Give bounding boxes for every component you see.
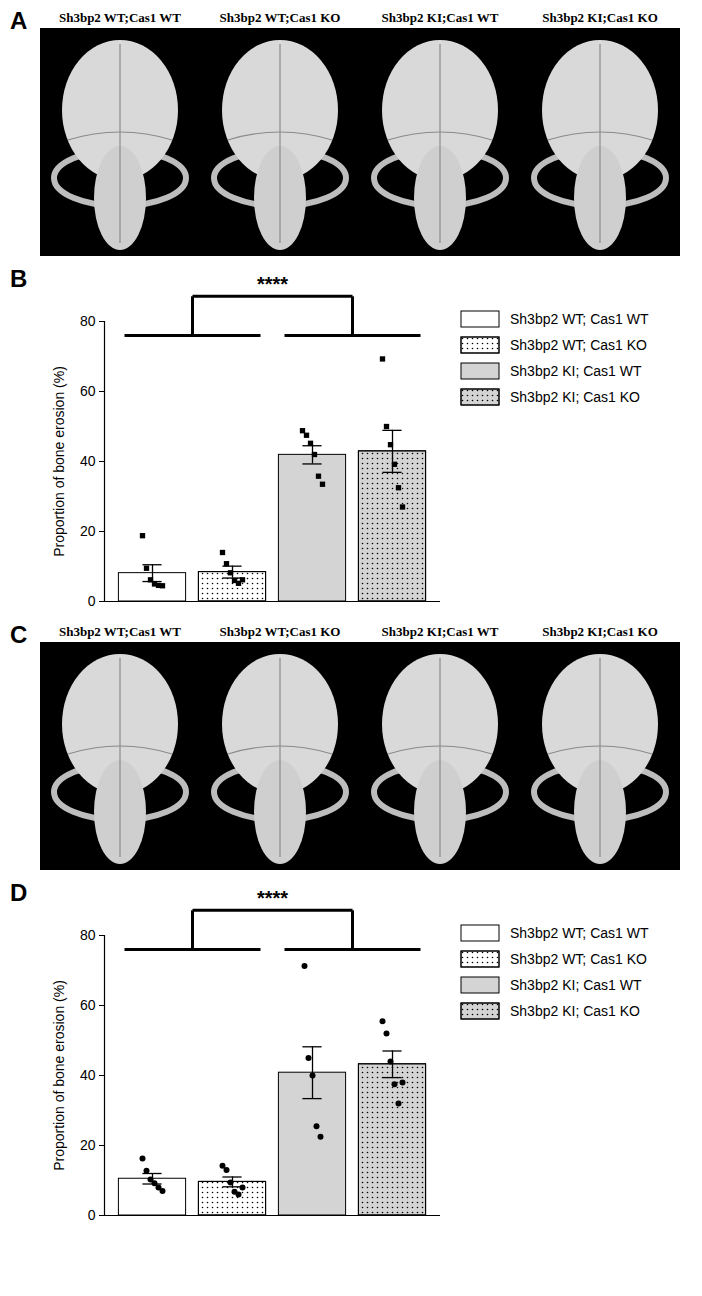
svg-text:****: **** bbox=[257, 273, 288, 295]
svg-text:****: **** bbox=[257, 887, 288, 909]
svg-text:0: 0 bbox=[88, 1207, 96, 1223]
svg-text:60: 60 bbox=[80, 997, 96, 1013]
html-text:Sh3bp2 WT;Cas1 KO: Sh3bp2 WT;Cas1 KO bbox=[219, 624, 341, 639]
html-text:Sh3bp2 KI;Cas1 KO: Sh3bp2 KI;Cas1 KO bbox=[542, 10, 658, 25]
html-text:Sh3bp2 KI; Cas1 KO: Sh3bp2 KI; Cas1 KO bbox=[510, 1003, 640, 1019]
html-text:Sh3bp2 WT;Cas1 WT: Sh3bp2 WT;Cas1 WT bbox=[58, 624, 181, 639]
svg-text:Proportion of bone erosion (%): Proportion of bone erosion (%) bbox=[51, 366, 67, 557]
svg-text:Proportion of bone erosion (%): Proportion of bone erosion (%) bbox=[51, 980, 67, 1171]
svg-text:60: 60 bbox=[80, 383, 96, 399]
html-text:Sh3bp2 WT;Cas1 WT: Sh3bp2 WT;Cas1 WT bbox=[58, 10, 181, 25]
svg-text:40: 40 bbox=[80, 453, 96, 469]
svg-text:40: 40 bbox=[80, 1067, 96, 1083]
svg-text:20: 20 bbox=[80, 523, 96, 539]
html-text:Sh3bp2 WT; Cas1 WT: Sh3bp2 WT; Cas1 WT bbox=[510, 925, 649, 941]
html-text:A: A bbox=[10, 7, 28, 34]
svg-text:20: 20 bbox=[80, 1137, 96, 1153]
html-text:Sh3bp2 KI;Cas1 KO: Sh3bp2 KI;Cas1 KO bbox=[542, 624, 658, 639]
html-text:Sh3bp2 KI; Cas1 WT: Sh3bp2 KI; Cas1 WT bbox=[510, 363, 642, 379]
html-text:Sh3bp2 WT; Cas1 KO: Sh3bp2 WT; Cas1 KO bbox=[510, 337, 647, 353]
svg-text:0: 0 bbox=[88, 593, 96, 609]
html-text:Sh3bp2 KI; Cas1 WT: Sh3bp2 KI; Cas1 WT bbox=[510, 977, 642, 993]
html-text:Sh3bp2 KI;Cas1 WT: Sh3bp2 KI;Cas1 WT bbox=[381, 624, 499, 639]
html-text:Sh3bp2 KI;Cas1 WT: Sh3bp2 KI;Cas1 WT bbox=[381, 10, 499, 25]
html-text:Sh3bp2 WT;Cas1 KO: Sh3bp2 WT;Cas1 KO bbox=[219, 10, 341, 25]
svg-text:80: 80 bbox=[80, 313, 96, 329]
html-text:Sh3bp2 WT; Cas1 WT: Sh3bp2 WT; Cas1 WT bbox=[510, 311, 649, 327]
html-text:D: D bbox=[10, 879, 28, 906]
html-text:B: B bbox=[10, 265, 28, 292]
svg-text:80: 80 bbox=[80, 927, 96, 943]
html-text:Sh3bp2 KI; Cas1 KO: Sh3bp2 KI; Cas1 KO bbox=[510, 389, 640, 405]
html-text:Sh3bp2 WT; Cas1 KO: Sh3bp2 WT; Cas1 KO bbox=[510, 951, 647, 967]
html-text:C: C bbox=[10, 621, 28, 648]
